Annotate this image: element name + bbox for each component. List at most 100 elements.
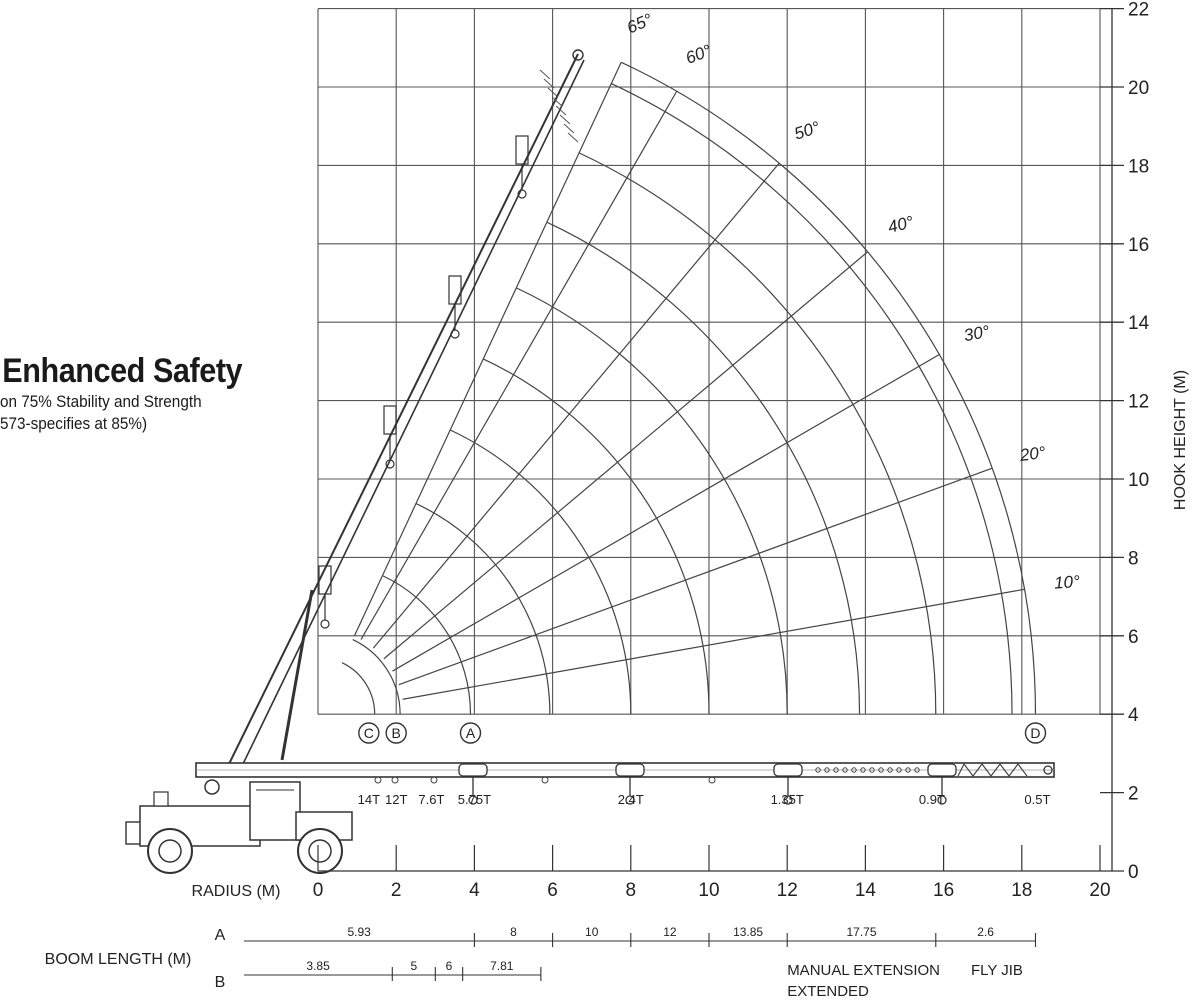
jib-lattice-7 [567, 132, 579, 143]
radius-arc-10 [620, 61, 1037, 715]
capacity-label: 12T [385, 792, 407, 807]
boom-length-a-segment-value: 2.6 [977, 925, 994, 939]
y-tick-label: 6 [1128, 627, 1139, 648]
boom-ray-60 [360, 90, 678, 640]
x-tick-label: 10 [698, 880, 719, 901]
hook-icon [625, 795, 635, 805]
extension-dot [824, 767, 830, 773]
boom-ray-20 [398, 467, 993, 686]
radius-arc-9 [611, 83, 1013, 715]
boom-edge-left [227, 53, 579, 767]
hook-icon [450, 329, 460, 339]
position-marker-label: D [1030, 725, 1040, 741]
capacity-label: 0.5T [1024, 792, 1050, 807]
y-tick-label: 14 [1128, 313, 1150, 334]
extension-dot [869, 767, 875, 773]
x-tick-label: 2 [391, 880, 402, 901]
radius-arc-3 [415, 502, 551, 715]
jib-lattice-1 [543, 78, 555, 89]
boom-ray-40 [383, 251, 869, 660]
position-marker-c [358, 722, 380, 744]
extension-dot [914, 767, 920, 773]
safety-header: o Enhanced Safety on 75% Stability and S… [0, 352, 272, 435]
x-tick-label: 14 [855, 880, 877, 901]
boom-length-b-segment-value: 6 [446, 959, 453, 973]
x-tick-label: 18 [1011, 880, 1032, 901]
operator-cab [249, 781, 301, 841]
boom-sheave-2 [430, 776, 438, 784]
position-marker-a [459, 722, 482, 744]
jib-lattice-5 [559, 114, 571, 125]
extension-dot [905, 767, 911, 773]
boom-sheave-3 [541, 776, 549, 784]
extension-dot [833, 767, 839, 773]
extension-dot [887, 767, 893, 773]
boom-angle-label-20: 20° [1018, 443, 1047, 465]
grid [317, 8, 1101, 715]
hook-height-axis-label: HOOK HEIGHT (M) [1172, 370, 1189, 510]
x-tick-label: 16 [933, 880, 954, 901]
x-tick-label: 20 [1089, 880, 1110, 901]
rear-wheel [297, 828, 343, 874]
x-tick-label: 4 [469, 880, 480, 901]
boom-length-b-segment-value: 5 [410, 959, 417, 973]
hook-icon [783, 795, 793, 805]
y-tick-label: 2 [1128, 784, 1139, 805]
radius-axis-label: RADIUS (M) [192, 883, 281, 900]
boom-angle-label-50: 50° [792, 118, 822, 144]
hook-block-3 [927, 763, 957, 777]
y-tick-label: 20 [1128, 78, 1149, 99]
front-wheel-hub [158, 839, 182, 863]
capacity-label: 2.4T [618, 792, 644, 807]
x-tick-label: 0 [313, 880, 324, 901]
extension-dot [842, 767, 848, 773]
boom-sheave-1 [391, 776, 399, 784]
jib-lattice-4 [555, 105, 567, 116]
radius-arc-6 [516, 287, 788, 715]
boom-section-2 [448, 275, 462, 305]
rear-wheel-hub [308, 839, 332, 863]
boom-tip-sheave-icon [1043, 765, 1053, 775]
boom-ray-50 [372, 162, 780, 649]
boom-length-a-segment-value: 12 [663, 925, 677, 939]
extended-note: EXTENDED [787, 983, 869, 1000]
capacity-label: 14T [358, 792, 380, 807]
y-tick-label: 22 [1128, 0, 1149, 21]
manual-extension-note: MANUAL EXTENSION [787, 962, 940, 979]
jib-lattice-0 [539, 69, 551, 80]
boom-ray-10 [402, 588, 1025, 700]
boom-length-a-segment-value: 5.93 [347, 925, 371, 939]
hook-block-2 [773, 763, 803, 777]
boom-length-a-segment-value: 17.75 [846, 925, 876, 939]
radius-arcs [341, 61, 1037, 715]
boom-angle-label-65: 65° [624, 10, 655, 38]
boom-length-b-segment-value: 3.85 [306, 959, 330, 973]
axes [317, 7, 1124, 872]
position-marker-d [1024, 722, 1047, 744]
boom-edge-right [241, 59, 585, 767]
safety-line-1: on 75% Stability and Strength [0, 392, 202, 411]
boom-ray-65 [353, 62, 622, 637]
boom-sheave-0 [374, 776, 382, 784]
x-tick-label: 6 [547, 880, 558, 901]
radius-arc-5 [482, 358, 710, 715]
radius-arc-4 [449, 429, 632, 715]
extension-dot [815, 767, 821, 773]
boom-ray-30 [392, 354, 940, 672]
x-tick-label: 12 [777, 880, 798, 901]
boom-length-label: BOOM LENGTH (M) [45, 951, 192, 968]
capacity-label: 7.6T [418, 792, 444, 807]
hook-icon [385, 459, 395, 469]
boom-angle-label-10: 10° [1054, 572, 1081, 593]
position-marker-label: B [392, 725, 401, 741]
jib-lattice-3 [551, 96, 563, 107]
hook-icon [517, 189, 527, 199]
fly-jib-note: FLY JIB [971, 962, 1023, 979]
position-marker-label: A [466, 725, 476, 741]
boom-length-a-segment-value: 8 [510, 925, 517, 939]
y-tick-label: 16 [1128, 235, 1149, 256]
row-a-label: A [215, 927, 226, 944]
row-b-label: B [215, 974, 226, 991]
extension-dot [896, 767, 902, 773]
capacity-label: 1.35T [771, 792, 804, 807]
